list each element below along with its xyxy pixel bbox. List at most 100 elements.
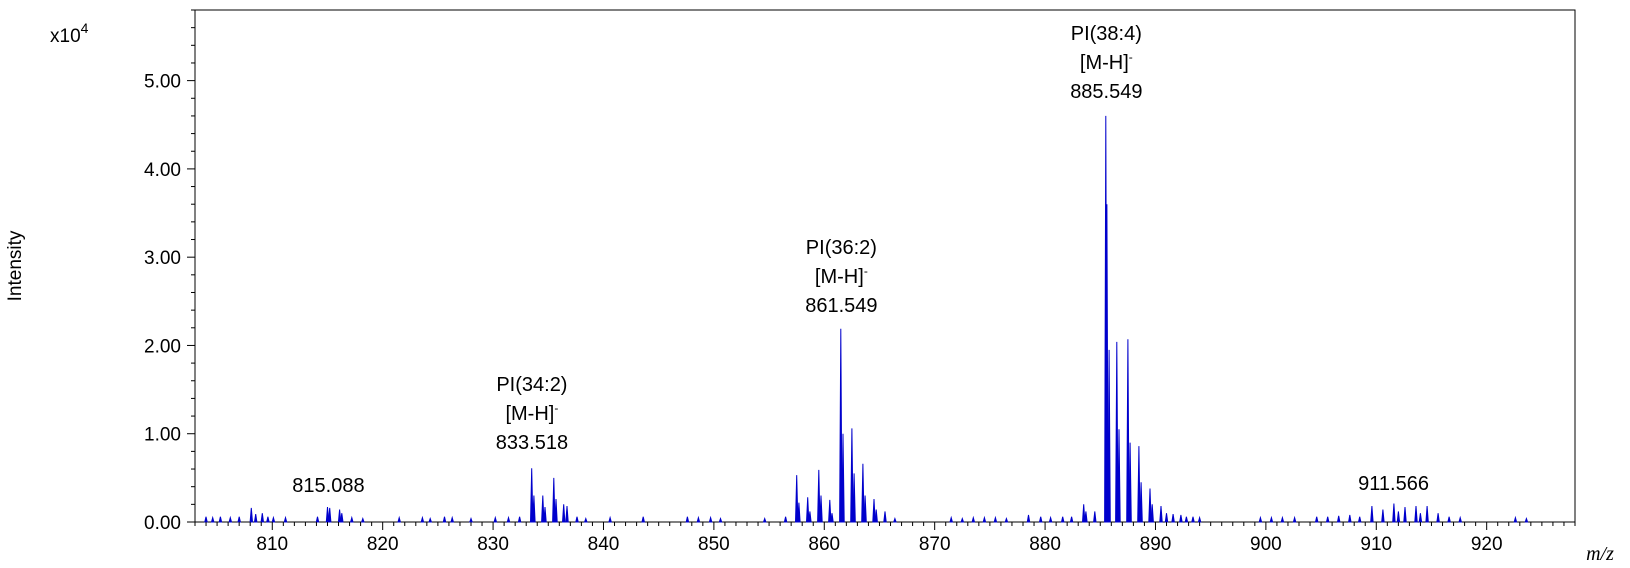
peak-103 xyxy=(1357,516,1362,523)
peak-30 xyxy=(543,506,547,523)
x-tick-label: 910 xyxy=(1360,534,1392,555)
peak-87 xyxy=(1150,504,1154,523)
peak-43 xyxy=(762,516,767,523)
peak-9 xyxy=(271,515,276,523)
peak-60 xyxy=(874,509,878,523)
peak-annotation-line: PI(34:2) xyxy=(496,374,567,396)
peak-81 xyxy=(1117,429,1121,523)
peak-5 xyxy=(249,507,254,523)
peak-50 xyxy=(819,495,823,523)
peak-41 xyxy=(708,515,713,523)
x-tick-label: 860 xyxy=(808,534,840,555)
x-tick-label: 920 xyxy=(1471,534,1503,555)
peak-109 xyxy=(1414,506,1418,523)
peak-89 xyxy=(1164,513,1169,523)
peak-72 xyxy=(1060,516,1065,523)
peak-105 xyxy=(1381,509,1385,523)
peak-78 xyxy=(1105,204,1109,523)
peak-6 xyxy=(253,514,258,523)
peak-108 xyxy=(1403,506,1407,523)
peak-84 xyxy=(1137,446,1141,523)
peaks-layer xyxy=(204,115,1529,523)
peak-57 xyxy=(861,463,865,523)
peak-35 xyxy=(575,516,579,523)
x-axis-title: m/z xyxy=(1586,543,1614,565)
peak-88 xyxy=(1159,506,1163,523)
peak-106 xyxy=(1392,503,1396,523)
peak-96 xyxy=(1269,515,1274,523)
peak-annotation-line: 911.566 xyxy=(1358,473,1429,495)
y-scale-exponent: 4 xyxy=(81,20,89,36)
peak-29 xyxy=(541,495,545,523)
peak-79 xyxy=(1107,349,1111,523)
peak-104 xyxy=(1370,506,1374,523)
peak-annotation-line: PI(38:4) xyxy=(1071,23,1142,45)
y-tick-label: 2.00 xyxy=(144,336,181,357)
peak-34 xyxy=(565,506,569,523)
y-axis-title: Intensity xyxy=(5,230,26,301)
peak-61 xyxy=(883,511,887,523)
peak-annotation-line: PI(36:2) xyxy=(806,237,877,259)
peak-51 xyxy=(828,499,832,523)
peak-10 xyxy=(283,515,288,523)
peak-13 xyxy=(327,507,332,523)
peak-33 xyxy=(561,504,566,523)
peak-53 xyxy=(839,328,843,523)
peak-110 xyxy=(1418,513,1423,523)
peak-67 xyxy=(993,515,998,523)
peak-39 xyxy=(685,516,690,523)
peak-32 xyxy=(554,498,558,523)
x-tick-label: 810 xyxy=(256,534,288,555)
peak-annotation-line: 885.549 xyxy=(1070,81,1142,103)
peak-59 xyxy=(872,498,876,523)
plot-frame xyxy=(194,9,1576,523)
peak-56 xyxy=(852,473,856,523)
peak-95 xyxy=(1258,515,1263,523)
x-tick-label: 870 xyxy=(919,534,951,555)
peak-annotation-line: [M-H]- xyxy=(1080,50,1133,74)
peak-73 xyxy=(1069,516,1074,523)
peak-44 xyxy=(783,516,788,523)
peak-15 xyxy=(340,513,344,523)
peak-82 xyxy=(1126,339,1130,523)
peak-62 xyxy=(893,516,897,523)
peak-47 xyxy=(805,497,810,523)
peak-66 xyxy=(982,515,987,523)
peak-76 xyxy=(1093,511,1097,523)
peak-55 xyxy=(850,428,854,523)
peak-107 xyxy=(1396,511,1401,523)
peak-112 xyxy=(1436,513,1440,523)
peak-115 xyxy=(1513,515,1518,523)
peak-18 xyxy=(397,515,402,523)
peak-27 xyxy=(529,468,534,523)
peak-23 xyxy=(469,516,473,523)
x-tick-label: 840 xyxy=(588,534,620,555)
y-tick-label: 0.00 xyxy=(144,513,181,534)
peak-68 xyxy=(1004,516,1009,523)
y-tick-label: 5.00 xyxy=(144,72,181,93)
peak-80 xyxy=(1115,341,1119,523)
peak-113 xyxy=(1447,516,1451,523)
peak-3 xyxy=(228,515,233,523)
peak-54 xyxy=(841,433,845,523)
y-scale-prefix: x10 xyxy=(50,26,81,47)
peak-116 xyxy=(1524,516,1529,523)
x-tick-label: 890 xyxy=(1140,534,1172,555)
peak-16 xyxy=(349,515,354,523)
peak-25 xyxy=(506,515,511,523)
peak-101 xyxy=(1336,515,1341,523)
peak-11 xyxy=(315,516,320,523)
peak-38 xyxy=(641,516,646,523)
peak-65 xyxy=(971,515,976,523)
peak-97 xyxy=(1280,515,1285,523)
peak-46 xyxy=(797,502,801,523)
x-tick-label: 900 xyxy=(1250,534,1282,555)
peak-21 xyxy=(442,516,447,523)
peak-19 xyxy=(420,515,425,523)
peak-annotation-line: [M-H]- xyxy=(505,401,558,425)
peak-17 xyxy=(360,516,365,523)
peak-annotation-line: [M-H]- xyxy=(815,264,868,288)
x-tick-label: 820 xyxy=(367,534,399,555)
peak-85 xyxy=(1139,482,1143,523)
